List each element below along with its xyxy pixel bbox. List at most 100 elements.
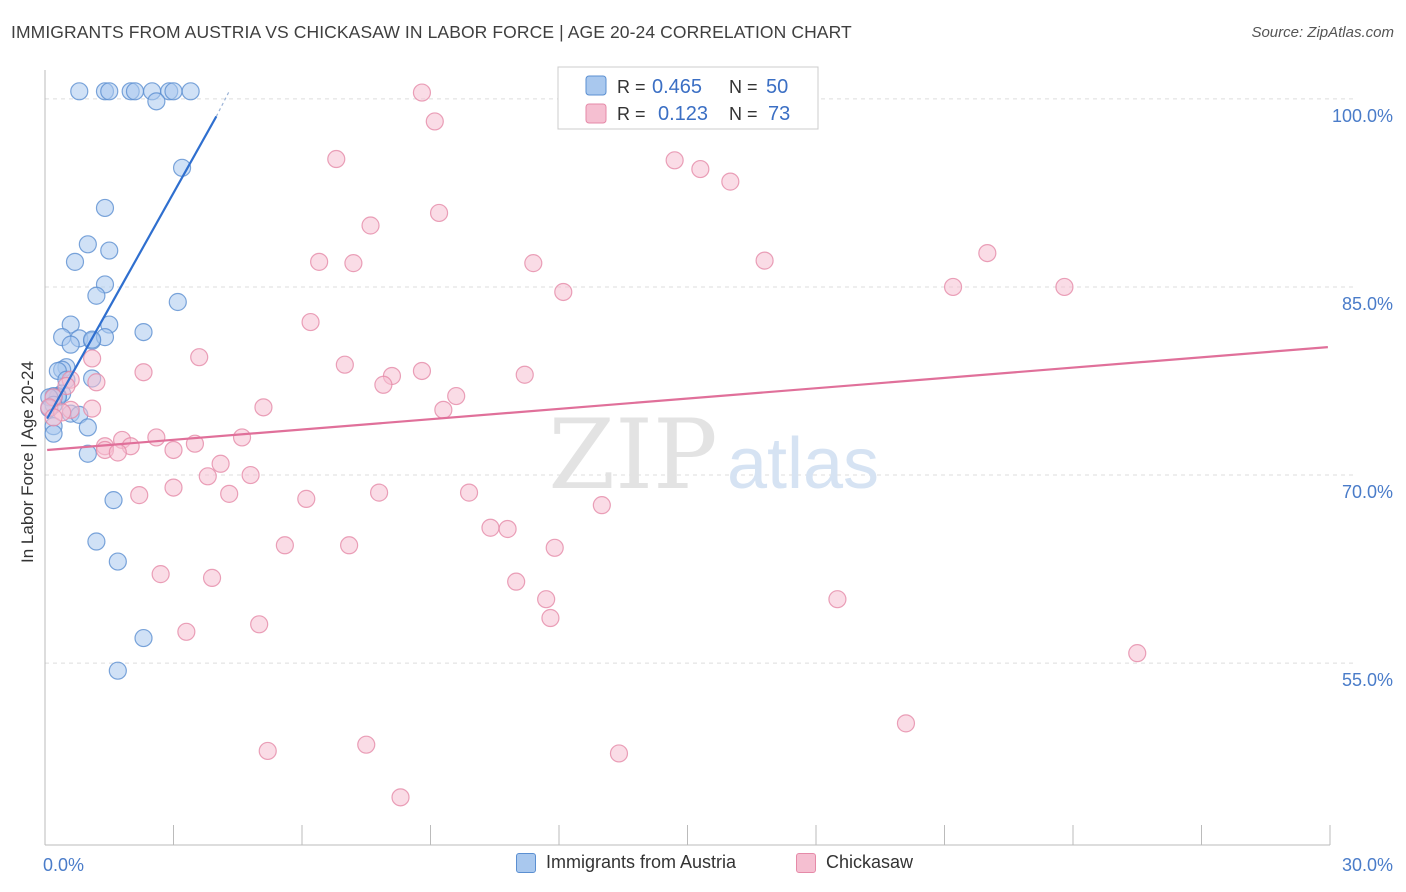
data-point-chickasaw	[896, 714, 916, 733]
watermark-atlas: atlas	[727, 424, 879, 504]
data-point-chickasaw	[524, 254, 543, 273]
data-point-chickasaw	[391, 788, 410, 807]
data-point-chickasaw	[429, 203, 449, 223]
watermark: ZIP atlas	[548, 399, 879, 511]
data-point-austria	[61, 315, 80, 334]
chart-title: IMMIGRANTS FROM AUSTRIA VS CHICKASAW IN …	[11, 22, 852, 42]
data-point-austria	[100, 82, 119, 101]
legend-n-value: 73	[768, 103, 790, 125]
legend-swatch-pink	[796, 852, 816, 873]
data-point-chickasaw	[545, 538, 564, 557]
data-point-austria	[44, 424, 63, 443]
data-point-austria	[147, 92, 166, 111]
data-point-chickasaw	[310, 252, 329, 271]
data-point-chickasaw	[87, 373, 106, 392]
data-point-austria	[134, 628, 153, 648]
legend-bottom: Immigrants from Austria Chickasaw	[0, 852, 1406, 878]
data-point-austria	[61, 335, 80, 354]
data-point-chickasaw	[340, 536, 359, 555]
data-point-chickasaw	[151, 565, 170, 584]
legend-label: Chickasaw	[826, 852, 914, 872]
data-point-chickasaw	[554, 282, 573, 302]
trend-line-austria-extension	[215, 91, 230, 117]
data-point-chickasaw	[425, 112, 444, 131]
data-point-chickasaw	[1128, 644, 1147, 663]
source-credit: Source: ZipAtlas.com	[1251, 24, 1394, 41]
data-point-chickasaw	[665, 151, 684, 170]
legend-r-label: R =	[617, 77, 646, 97]
data-point-chickasaw	[828, 590, 847, 609]
legend-n-label: N =	[729, 77, 758, 97]
data-point-austria	[104, 491, 123, 510]
data-point-austria	[164, 82, 183, 101]
y-tick-label: 100.0%	[1332, 106, 1393, 126]
legend-label: Immigrants from Austria	[546, 852, 737, 872]
legend-r-value: 0.123	[658, 103, 708, 125]
data-point-austria	[65, 252, 85, 271]
data-point-chickasaw	[507, 572, 526, 591]
y-tick-label: 55.0%	[1342, 670, 1393, 690]
data-point-chickasaw	[978, 243, 997, 263]
data-point-chickasaw	[220, 484, 239, 503]
data-point-austria	[70, 82, 89, 101]
axes	[44, 70, 1331, 846]
data-point-chickasaw	[721, 172, 740, 191]
legend-r-value: 0.465	[652, 76, 702, 98]
data-point-chickasaw	[537, 590, 556, 609]
y-tick-label: 85.0%	[1342, 294, 1393, 314]
data-point-austria	[78, 418, 97, 437]
data-point-chickasaw	[130, 486, 149, 505]
data-point-chickasaw	[190, 348, 209, 367]
data-point-austria	[87, 532, 106, 551]
legend-r-label: R =	[617, 104, 646, 124]
data-point-austria	[108, 661, 127, 680]
trend-line-chickasaw	[47, 346, 1328, 452]
data-point-chickasaw	[258, 741, 277, 761]
data-point-chickasaw	[211, 454, 230, 473]
data-point-chickasaw	[691, 159, 710, 179]
data-point-chickasaw	[164, 440, 183, 460]
data-point-chickasaw	[108, 443, 127, 462]
legend-top: R = 0.465 N = 50 R = 0.123 N = 73	[557, 66, 819, 130]
data-point-chickasaw	[447, 386, 466, 406]
data-point-chickasaw	[344, 254, 363, 273]
data-point-chickasaw	[198, 467, 217, 486]
legend-n-value: 50	[766, 76, 788, 98]
data-point-chickasaw	[134, 363, 153, 382]
data-point-chickasaw	[370, 483, 389, 502]
data-point-chickasaw	[335, 355, 354, 374]
data-point-chickasaw	[609, 744, 629, 763]
data-point-chickasaw	[498, 519, 517, 539]
legend-n-label: N =	[729, 104, 758, 124]
data-point-chickasaw	[592, 496, 611, 515]
data-point-austria	[78, 235, 97, 254]
y-tick-label: 70.0%	[1342, 482, 1393, 502]
data-point-chickasaw	[412, 83, 432, 102]
data-point-chickasaw	[357, 735, 376, 754]
data-point-austria	[125, 82, 145, 101]
data-point-chickasaw	[83, 399, 102, 418]
trend-line-austria	[46, 115, 218, 420]
data-point-chickasaw	[412, 361, 432, 381]
data-point-chickasaw	[1055, 277, 1074, 297]
data-point-chickasaw	[241, 465, 260, 485]
data-point-chickasaw	[755, 251, 774, 270]
data-point-austria	[134, 322, 153, 342]
data-point-austria	[108, 552, 127, 571]
data-point-chickasaw	[147, 428, 166, 447]
data-point-austria	[87, 286, 106, 305]
data-point-chickasaw	[164, 478, 183, 497]
data-point-chickasaw	[232, 428, 252, 447]
legend-item-chickasaw: Chickasaw	[796, 852, 913, 873]
trend-lines	[46, 91, 1328, 452]
gridlines	[45, 98, 1355, 664]
data-point-chickasaw	[434, 400, 453, 419]
tick-labels: 55.0% 70.0% 85.0% 100.0% 0.0% 30.0%	[43, 106, 1393, 875]
legend-swatch-pink	[585, 103, 607, 124]
data-point-chickasaw	[177, 622, 196, 641]
data-point-chickasaw	[301, 312, 320, 332]
data-point-chickasaw	[83, 349, 102, 368]
data-point-austria	[95, 198, 115, 218]
data-point-chickasaw	[297, 489, 316, 508]
watermark-zip: ZIP	[548, 399, 717, 511]
